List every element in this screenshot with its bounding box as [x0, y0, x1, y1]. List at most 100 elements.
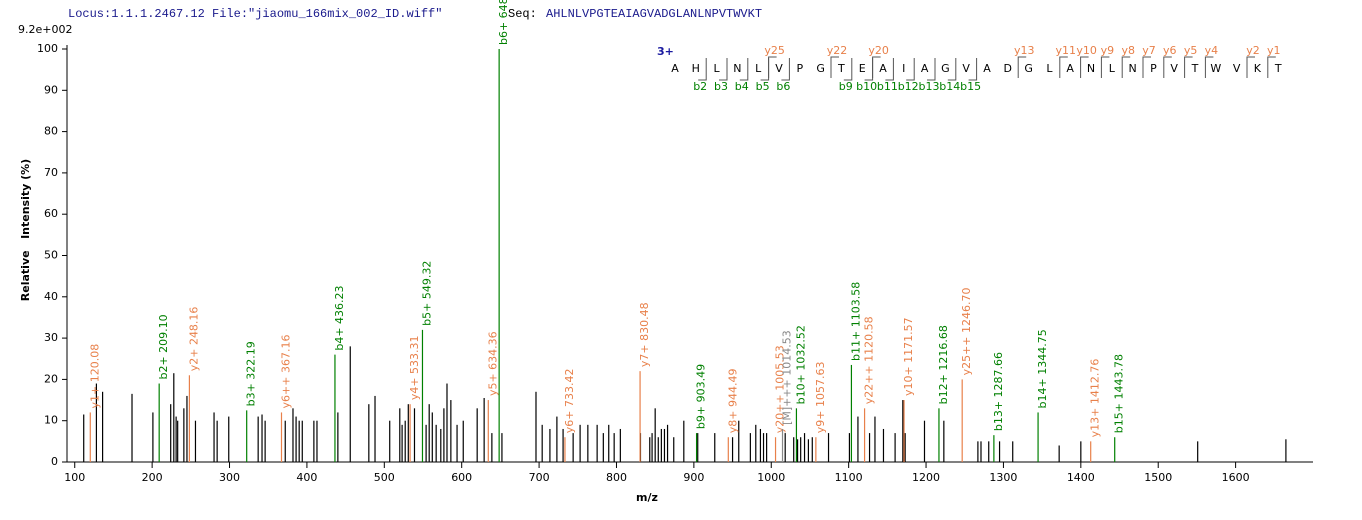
y-label: y22 — [827, 44, 848, 57]
peak-label: b6+ 648.38 — [497, 0, 510, 45]
max-label: 9.2e+002 — [18, 23, 72, 36]
x-tick-label: 300 — [219, 471, 240, 484]
x-tick-label: 700 — [529, 471, 550, 484]
y-label: y13 — [1014, 44, 1035, 57]
peak-label: b2+ 209.10 — [157, 314, 170, 379]
bracket — [1080, 56, 1089, 78]
bracket — [739, 58, 749, 81]
x-tick-label: 800 — [606, 471, 627, 484]
peak-label: y8+ 944.49 — [726, 369, 739, 434]
y-label: y6 — [1163, 44, 1177, 57]
peak-label: b12+ 1216.68 — [937, 325, 950, 404]
y-label: y9 — [1101, 44, 1115, 57]
residue: G — [816, 62, 825, 75]
seq-label: Seq: — [508, 7, 537, 21]
residue: A — [879, 62, 887, 75]
peak-label: y4+ 533.31 — [408, 335, 421, 400]
residue: T — [837, 62, 845, 75]
peak-label: b13+ 1287.66 — [992, 352, 1005, 431]
residue: L — [714, 62, 721, 75]
y-label: y11 — [1056, 44, 1077, 57]
peak-label: y10+ 1171.57 — [902, 317, 915, 396]
b-label: b3 — [714, 80, 728, 93]
y-label: y1 — [1267, 44, 1281, 57]
peak-label: b15+ 1443.78 — [1113, 354, 1126, 433]
b-label: b11 — [877, 80, 898, 93]
b-label: b14 — [939, 80, 960, 93]
residue: A — [671, 62, 679, 75]
residue: A — [983, 62, 991, 75]
peak-label: b10+ 1032.52 — [794, 325, 807, 404]
residue: L — [1109, 62, 1116, 75]
peak-label: y1+ 120.08 — [88, 344, 101, 409]
bracket — [864, 58, 874, 81]
residue: G — [941, 62, 950, 75]
bracket — [906, 58, 915, 81]
x-tick-label: 1600 — [1222, 471, 1250, 484]
x-tick-label: 1500 — [1144, 471, 1172, 484]
peak-label: b3+ 322.19 — [245, 341, 258, 406]
x-tick-label: 1400 — [1067, 471, 1095, 484]
bracket — [947, 58, 957, 81]
peak-label: y9+ 1057.63 — [814, 362, 827, 434]
y-label: y2 — [1246, 44, 1260, 57]
y-tick-label: 60 — [44, 207, 58, 220]
residue: V — [1170, 62, 1178, 75]
b-label: b15 — [960, 80, 981, 93]
bracket — [1121, 56, 1131, 78]
bracket — [830, 56, 839, 78]
peak-label: y22++ 1120.58 — [863, 316, 876, 404]
y-tick-label: 30 — [44, 331, 58, 344]
y-tick-label: 40 — [44, 290, 58, 303]
b-label: b10 — [856, 80, 877, 93]
residue: N — [733, 62, 741, 75]
x-tick-label: 100 — [64, 471, 85, 484]
bracket — [1163, 56, 1172, 78]
x-tick-label: 500 — [374, 471, 395, 484]
peak-label: b4+ 436.23 — [333, 285, 346, 350]
residue: V — [962, 62, 970, 75]
bracket — [872, 56, 881, 78]
bracket — [1267, 56, 1276, 78]
charge: 3+ — [657, 45, 674, 58]
bracket — [1204, 56, 1214, 78]
b-label: b2 — [693, 80, 707, 93]
residue: A — [1066, 62, 1074, 75]
bracket — [1017, 56, 1027, 78]
peak-label: y25++ 1246.70 — [960, 287, 973, 375]
bracket — [885, 58, 894, 81]
bracket — [1246, 56, 1255, 78]
peak-label: y7+ 830.48 — [638, 302, 651, 367]
peak-label: b11+ 1103.58 — [849, 282, 862, 361]
residue: L — [755, 62, 762, 75]
residue: W — [1210, 62, 1221, 75]
bracket — [781, 58, 790, 81]
residue: T — [1274, 62, 1282, 75]
x-tick-label: 1100 — [835, 471, 863, 484]
peak-label: y6++ 367.16 — [279, 335, 292, 409]
y-axis-label: Relative Intensity (%) — [19, 159, 32, 301]
x-tick-label: 1000 — [757, 471, 785, 484]
y-tick-label: 50 — [44, 249, 58, 262]
b-label: b13 — [919, 80, 940, 93]
b-label: b4 — [735, 80, 749, 93]
bracket — [719, 58, 728, 81]
residue: G — [1024, 62, 1033, 75]
y-tick-label: 90 — [44, 83, 58, 96]
y-label: y4 — [1205, 44, 1219, 57]
b-label: b5 — [756, 80, 770, 93]
residue: T — [1191, 62, 1199, 75]
bracket — [698, 58, 707, 81]
residue: N — [1087, 62, 1095, 75]
b-label: b9 — [839, 80, 853, 93]
y-label: y5 — [1184, 44, 1198, 57]
residue: I — [902, 62, 905, 75]
x-tick-label: 400 — [296, 471, 317, 484]
peak-label: y20++ 1005.53 — [774, 345, 787, 433]
y-tick-label: 80 — [44, 125, 58, 138]
bracket — [1059, 56, 1068, 78]
peak-label: y2+ 248.16 — [187, 307, 200, 372]
peak-label: b9+ 903.49 — [695, 364, 708, 429]
